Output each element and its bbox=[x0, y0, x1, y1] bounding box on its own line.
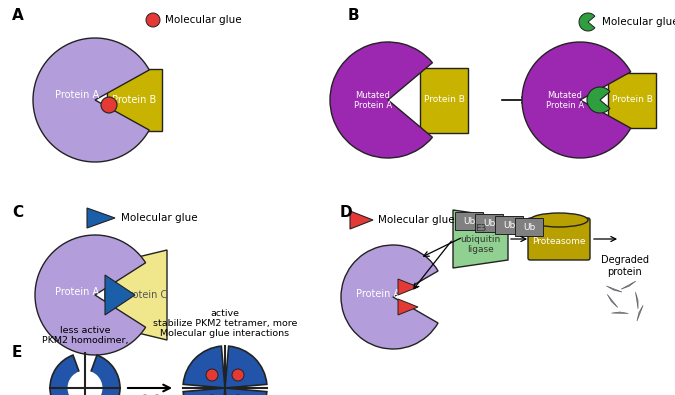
Wedge shape bbox=[522, 42, 630, 158]
Text: Protein A: Protein A bbox=[55, 287, 99, 297]
Wedge shape bbox=[183, 346, 225, 388]
Text: Molecular glue: Molecular glue bbox=[165, 15, 242, 25]
Circle shape bbox=[146, 13, 160, 27]
Wedge shape bbox=[330, 42, 433, 158]
Text: Protein B: Protein B bbox=[424, 96, 464, 105]
Wedge shape bbox=[587, 87, 610, 113]
Text: C: C bbox=[12, 205, 23, 220]
Text: B: B bbox=[348, 8, 360, 23]
Polygon shape bbox=[105, 250, 167, 340]
Text: Molecular glue: Molecular glue bbox=[378, 215, 455, 225]
Circle shape bbox=[232, 369, 244, 381]
Polygon shape bbox=[453, 210, 508, 268]
Text: Protein B: Protein B bbox=[112, 95, 157, 105]
Text: Mutated: Mutated bbox=[547, 90, 583, 100]
Polygon shape bbox=[635, 292, 638, 309]
Text: E: E bbox=[12, 345, 22, 360]
Text: Protein C: Protein C bbox=[123, 290, 167, 300]
Bar bbox=[455, 212, 483, 230]
Bar bbox=[420, 68, 468, 132]
Text: Protein A: Protein A bbox=[546, 102, 584, 111]
Text: PKM2 homodimer,: PKM2 homodimer, bbox=[42, 336, 128, 345]
Circle shape bbox=[68, 371, 103, 395]
Text: Protein A: Protein A bbox=[356, 289, 400, 299]
Text: active: active bbox=[211, 309, 240, 318]
Wedge shape bbox=[35, 235, 146, 355]
Wedge shape bbox=[33, 38, 149, 162]
Polygon shape bbox=[608, 294, 618, 307]
Bar bbox=[475, 214, 503, 232]
Circle shape bbox=[101, 97, 117, 113]
Text: Protein B: Protein B bbox=[612, 96, 653, 105]
Wedge shape bbox=[183, 388, 225, 395]
Ellipse shape bbox=[530, 213, 588, 227]
Bar bbox=[495, 216, 523, 234]
Polygon shape bbox=[398, 299, 418, 315]
Circle shape bbox=[206, 369, 218, 381]
Wedge shape bbox=[85, 355, 120, 395]
Text: E3
ubiquitin
ligase: E3 ubiquitin ligase bbox=[460, 224, 501, 254]
Polygon shape bbox=[637, 305, 643, 321]
Text: stabilize PKM2 tetramer, more: stabilize PKM2 tetramer, more bbox=[153, 319, 297, 328]
Text: Degraded
protein: Degraded protein bbox=[601, 255, 649, 276]
FancyBboxPatch shape bbox=[528, 218, 590, 260]
Text: A: A bbox=[12, 8, 24, 23]
Text: Molecular glue: Molecular glue bbox=[121, 213, 198, 223]
Wedge shape bbox=[579, 13, 595, 31]
Polygon shape bbox=[105, 275, 135, 315]
Text: Ub: Ub bbox=[483, 218, 495, 228]
Wedge shape bbox=[341, 245, 438, 349]
Text: Ub: Ub bbox=[523, 222, 535, 231]
Text: Protein A: Protein A bbox=[354, 102, 392, 111]
Polygon shape bbox=[612, 312, 628, 314]
Polygon shape bbox=[621, 281, 636, 289]
Text: Proteasome: Proteasome bbox=[533, 237, 586, 246]
Text: Ub: Ub bbox=[463, 216, 475, 226]
Bar bbox=[608, 73, 656, 128]
Text: Ub: Ub bbox=[503, 220, 515, 229]
Text: Protein A: Protein A bbox=[55, 90, 99, 100]
Polygon shape bbox=[606, 286, 622, 292]
Text: Mutated: Mutated bbox=[356, 90, 390, 100]
Polygon shape bbox=[350, 211, 373, 229]
Text: Molecular glue: Molecular glue bbox=[602, 17, 675, 27]
Polygon shape bbox=[398, 279, 418, 295]
Polygon shape bbox=[87, 208, 115, 228]
Bar bbox=[107, 69, 162, 131]
Text: Molecular glue interactions: Molecular glue interactions bbox=[161, 329, 290, 338]
Text: less active: less active bbox=[60, 326, 110, 335]
Wedge shape bbox=[225, 388, 267, 395]
Text: D: D bbox=[340, 205, 352, 220]
Bar bbox=[515, 218, 543, 236]
Wedge shape bbox=[50, 355, 85, 395]
Wedge shape bbox=[225, 346, 267, 388]
